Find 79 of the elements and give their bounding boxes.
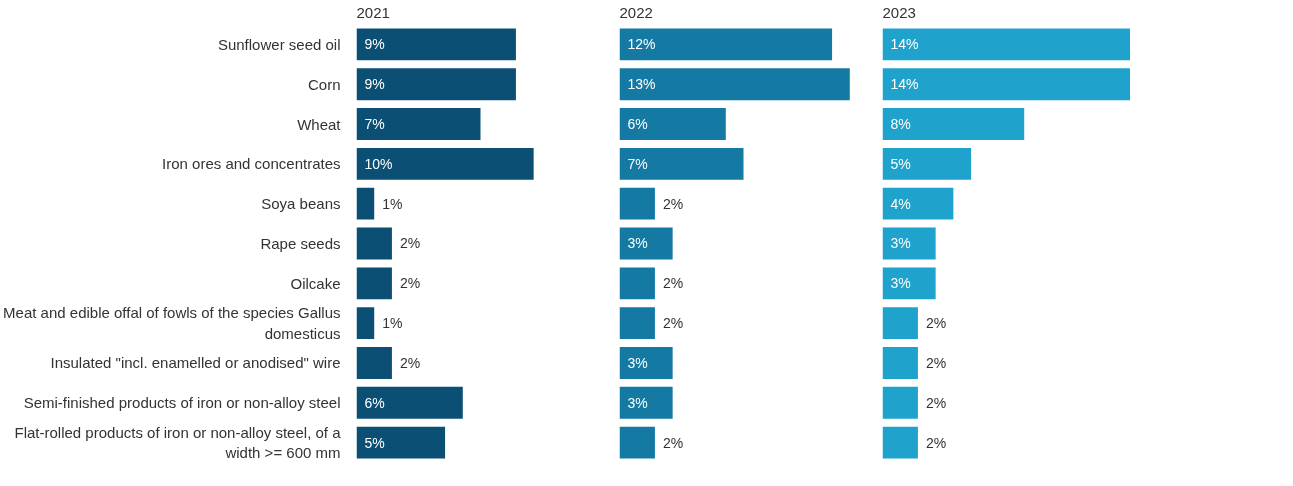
bar xyxy=(356,147,534,180)
y-tick-label: Wheat xyxy=(297,115,342,133)
data-label: 6% xyxy=(364,394,385,411)
bar xyxy=(882,307,918,340)
y-tick-label: Iron ores and concentrates xyxy=(162,155,341,173)
data-label: 2% xyxy=(662,195,684,212)
data-label: 2% xyxy=(925,315,947,332)
data-label: 9% xyxy=(364,76,385,93)
bar xyxy=(882,267,936,300)
bar xyxy=(619,68,850,101)
chart-title: 2023 xyxy=(882,3,916,21)
data-label: 2% xyxy=(662,434,684,451)
data-label: 5% xyxy=(364,434,385,451)
bar xyxy=(882,68,1130,101)
y-tick-label: Insulated "incl. enamelled or anodised" wire xyxy=(50,354,341,372)
bar xyxy=(882,386,918,419)
data-label: 4% xyxy=(890,195,911,212)
bar xyxy=(882,108,1025,140)
data-label: 14% xyxy=(890,36,919,53)
bar xyxy=(356,108,481,140)
y-tick-label: Oilcake xyxy=(290,274,341,292)
data-label: 2% xyxy=(662,275,684,292)
data-label: 6% xyxy=(627,116,648,133)
bar xyxy=(619,108,726,140)
bar xyxy=(356,386,463,419)
data-label: 3% xyxy=(627,235,648,252)
data-label: 3% xyxy=(627,394,648,411)
data-label: 2% xyxy=(662,315,684,332)
bar xyxy=(356,28,516,61)
bar xyxy=(882,426,918,459)
y-tick-label: Corn xyxy=(307,75,341,93)
data-label: 5% xyxy=(890,155,911,172)
data-label: 2% xyxy=(925,434,947,451)
bar xyxy=(619,307,655,340)
y-tick-label: Semi-finished products of iron or non-alloy steel xyxy=(23,394,341,412)
bar xyxy=(356,307,375,340)
data-label: 2% xyxy=(925,394,947,411)
bar xyxy=(882,147,972,180)
data-label: 3% xyxy=(890,275,911,292)
bar xyxy=(619,386,673,419)
y-tick-label: Flat-rolled products of iron or non-alloy steel, of a width >= 600 mm xyxy=(14,423,342,462)
bar xyxy=(356,267,392,300)
bar xyxy=(882,347,918,379)
bar xyxy=(619,347,673,379)
data-label: 13% xyxy=(627,76,656,93)
y-tick-label: Sunflower seed oil xyxy=(217,35,341,53)
y-tick-label: Soya beans xyxy=(261,195,341,213)
bar xyxy=(619,147,744,180)
y-tick-label: Rape seeds xyxy=(260,235,341,252)
data-label: 2% xyxy=(399,275,421,292)
bar xyxy=(356,347,392,379)
bar xyxy=(882,187,954,220)
bar xyxy=(356,68,516,101)
data-label: 2% xyxy=(399,235,421,252)
chart-title: 2021 xyxy=(356,3,390,21)
data-label: 7% xyxy=(627,155,648,172)
bar xyxy=(356,426,446,459)
data-label: 14% xyxy=(890,76,919,93)
bar xyxy=(356,187,375,220)
data-label: 1% xyxy=(382,315,403,332)
y-tick-label: Meat and edible offal of fowls of the species Gallus domesticus xyxy=(3,304,341,342)
data-label: 10% xyxy=(364,155,393,172)
bar xyxy=(619,426,655,459)
data-label: 1% xyxy=(382,195,403,212)
data-label: 7% xyxy=(364,116,385,133)
data-label: 2% xyxy=(925,354,947,371)
bar xyxy=(882,28,1130,61)
bar xyxy=(619,28,833,61)
chart-title: 2022 xyxy=(619,3,653,21)
data-label: 2% xyxy=(399,354,421,371)
data-label: 3% xyxy=(627,354,648,371)
data-label: 12% xyxy=(627,36,656,53)
bar xyxy=(619,187,655,220)
data-label: 9% xyxy=(364,36,385,53)
bar xyxy=(356,227,392,260)
bar xyxy=(619,227,673,260)
data-label: 3% xyxy=(890,235,911,252)
data-label: 8% xyxy=(890,116,911,133)
bar xyxy=(619,267,655,300)
